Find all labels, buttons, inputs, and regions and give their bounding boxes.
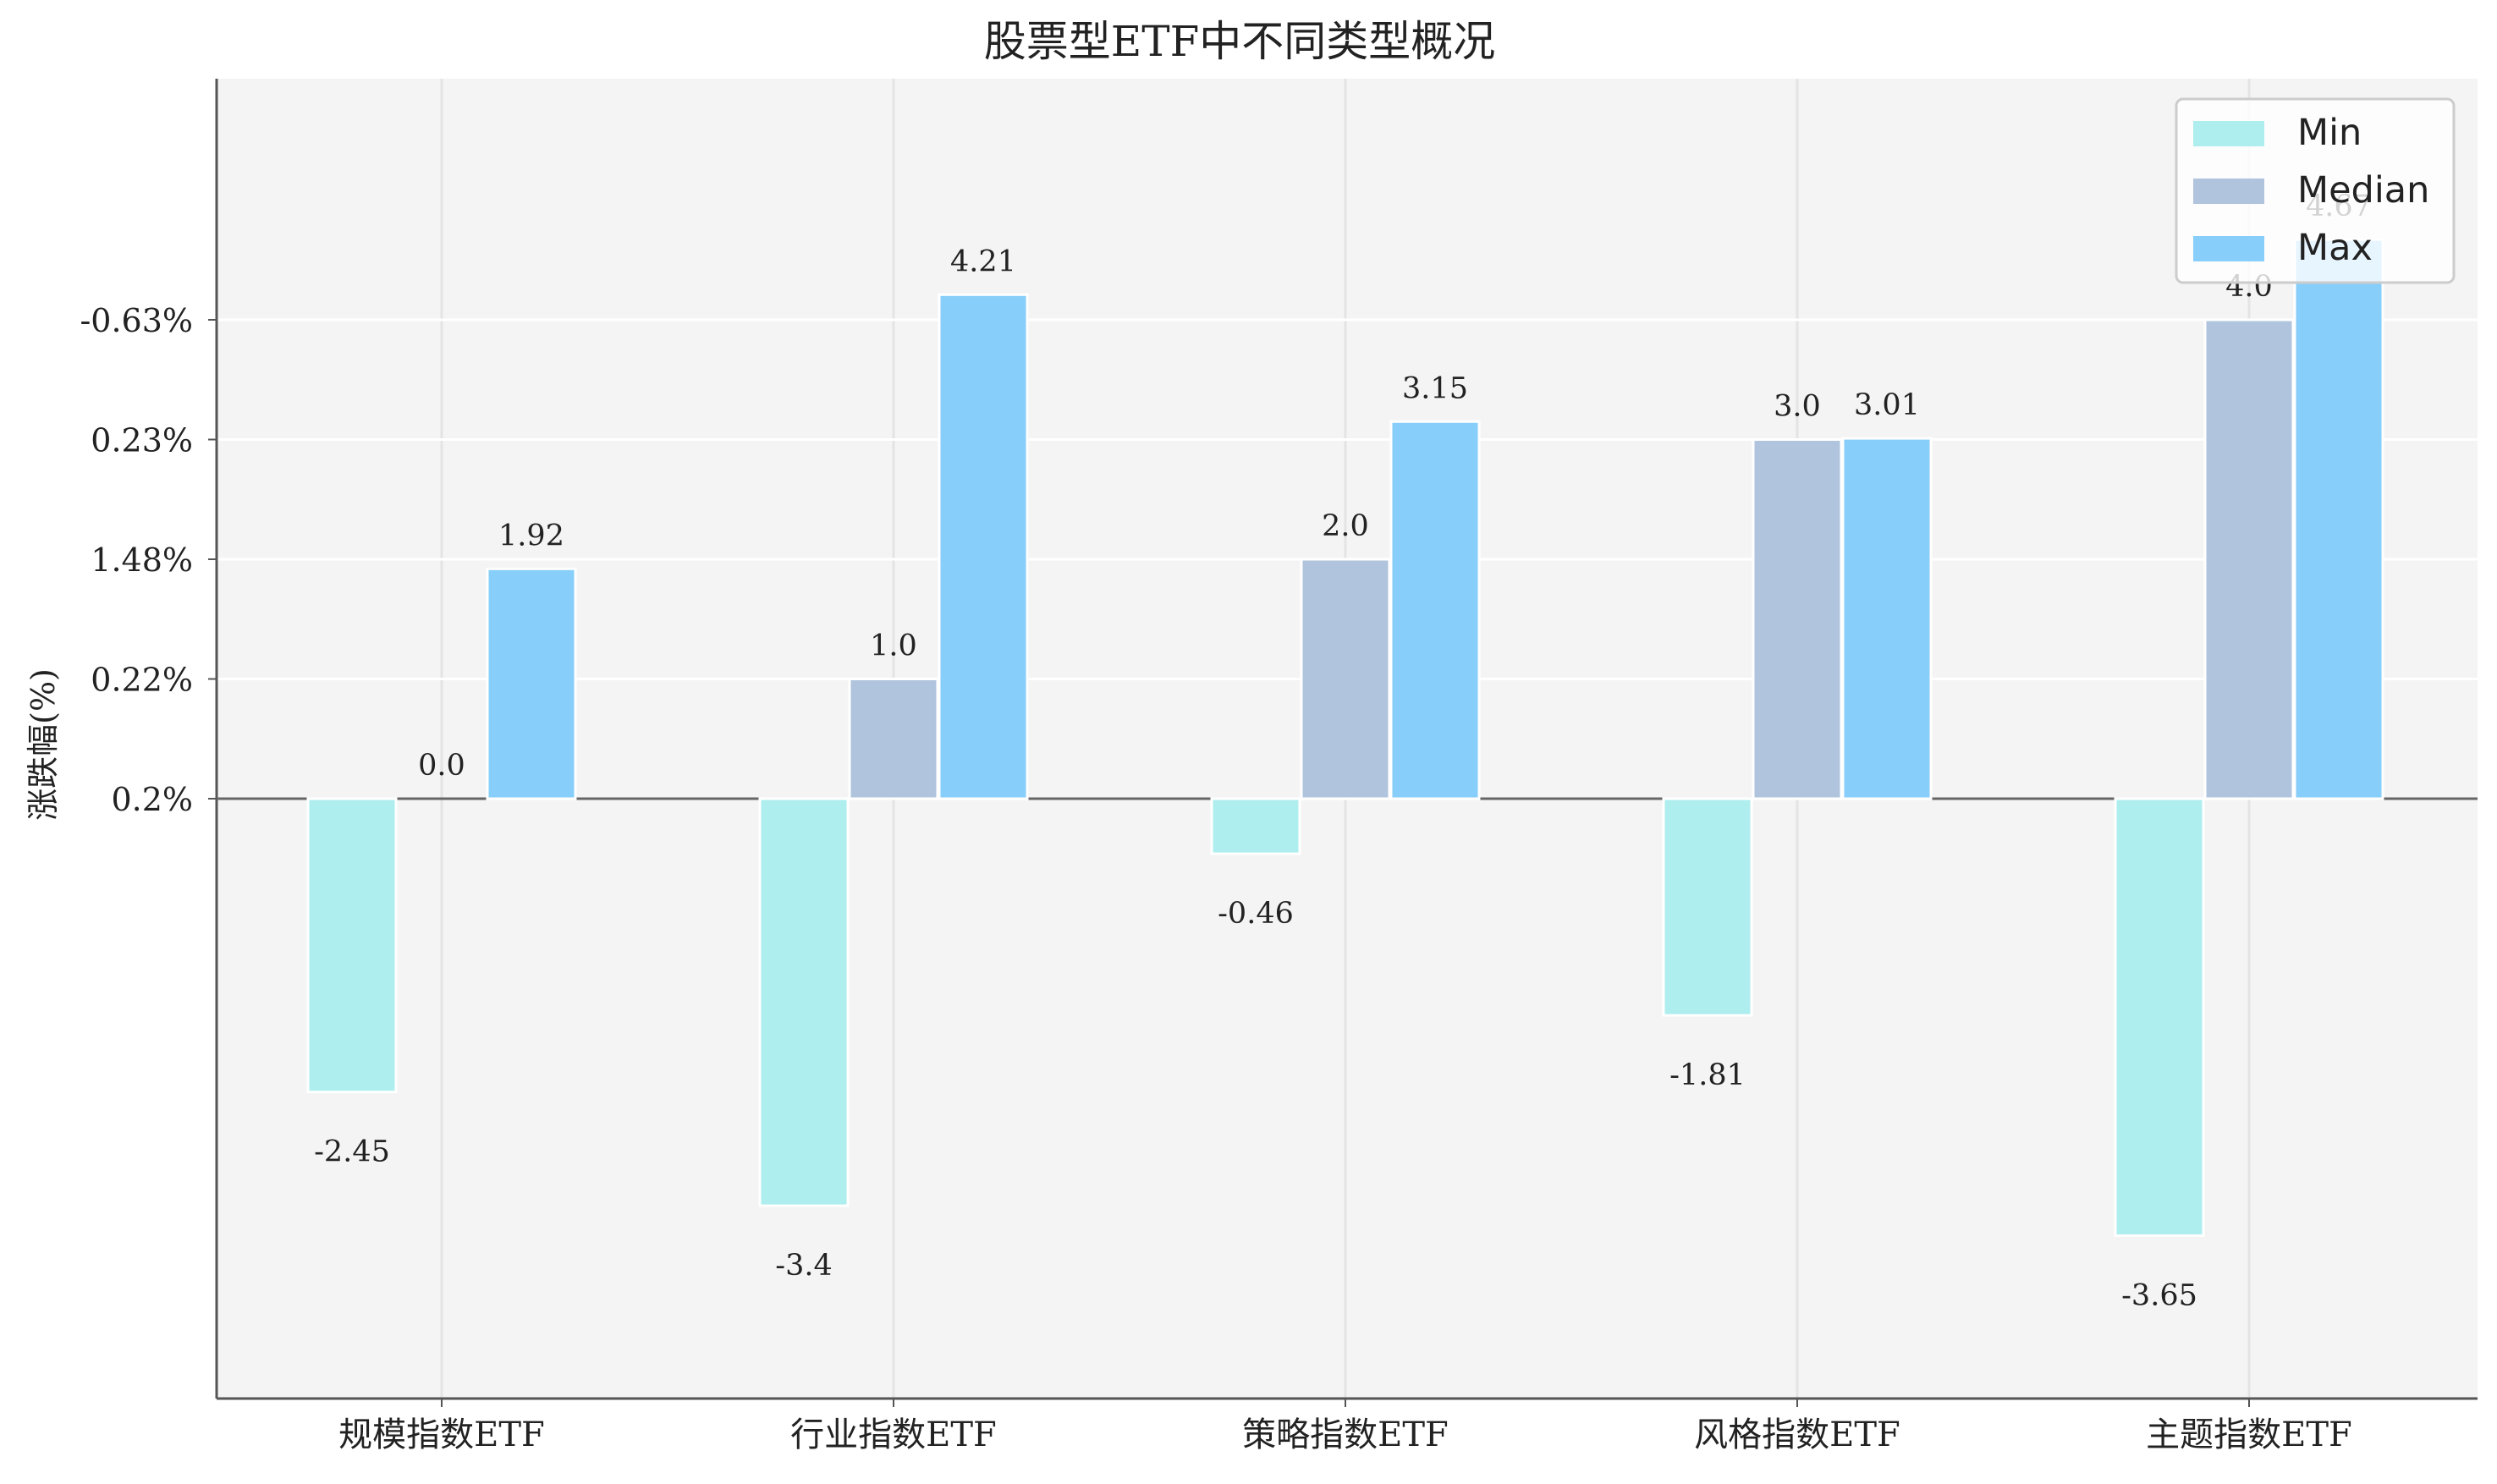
data-label-min: -0.46 [1218, 897, 1294, 931]
legend: Min Median Max [2175, 97, 2456, 284]
bar-median [1752, 438, 1843, 800]
data-label-median: 1.0 [870, 629, 917, 663]
bar-median [1300, 558, 1391, 800]
bar-max [938, 293, 1029, 800]
legend-label-median: Median [2297, 169, 2429, 212]
bar-max [2293, 238, 2384, 800]
bar-min [1210, 797, 1301, 855]
y-tick-label: -0.63% [80, 302, 193, 339]
data-label-max: 1.92 [498, 519, 564, 552]
data-label-max: 4.21 [950, 245, 1016, 278]
bar-min [2114, 797, 2205, 1237]
bar-max [486, 567, 577, 800]
y-tick-label: 0.23% [91, 422, 193, 459]
legend-swatch-median [2193, 179, 2264, 204]
legend-swatch-max [2193, 236, 2264, 261]
x-tick-label: 行业指数ETF [790, 1415, 997, 1454]
data-label-min: -1.81 [1669, 1058, 1746, 1092]
label-layer: 0.2% 0.22% 1.48% 0.23% -0.63% 规模指数ETF 行业指数ETF 策… [80, 190, 2372, 1454]
legend-label-max: Max [2297, 227, 2373, 269]
bar-min [306, 797, 398, 1094]
bar-min [758, 797, 850, 1207]
x-tick-label: 主题指数ETF [2146, 1415, 2352, 1454]
chart-title: 股票型ETF中不同类型概况 [984, 17, 1496, 66]
y-tick-label: 1.48% [91, 541, 193, 579]
data-label-min: -2.45 [314, 1135, 390, 1169]
bar-median [2203, 318, 2295, 800]
data-label-median: 3.0 [1774, 390, 1821, 424]
y-axis-label: 涨跌幅(%) [25, 668, 62, 821]
bar-layer [306, 238, 2384, 1237]
data-label-min: -3.4 [775, 1249, 833, 1283]
data-label-median: 2.0 [1322, 509, 1369, 543]
data-label-min: -3.65 [2121, 1278, 2197, 1312]
bar-max [1389, 420, 1481, 800]
bar-min [1662, 797, 1753, 1017]
data-label-max: 3.01 [1854, 388, 1920, 422]
y-tick-label: 0.2% [111, 781, 193, 818]
y-tick-label: 0.22% [91, 662, 193, 699]
bar-median [848, 678, 939, 800]
legend-label-min: Min [2297, 112, 2362, 154]
x-tick-label: 规模指数ETF [338, 1415, 545, 1454]
data-label-median: 0.0 [418, 749, 465, 783]
bar-max [1841, 437, 1933, 800]
legend-swatch-min [2193, 121, 2264, 146]
data-label-max: 3.15 [1402, 371, 1468, 405]
x-tick-label: 策略指数ETF [1242, 1415, 1449, 1454]
x-tick-label: 风格指数ETF [1694, 1415, 1900, 1454]
